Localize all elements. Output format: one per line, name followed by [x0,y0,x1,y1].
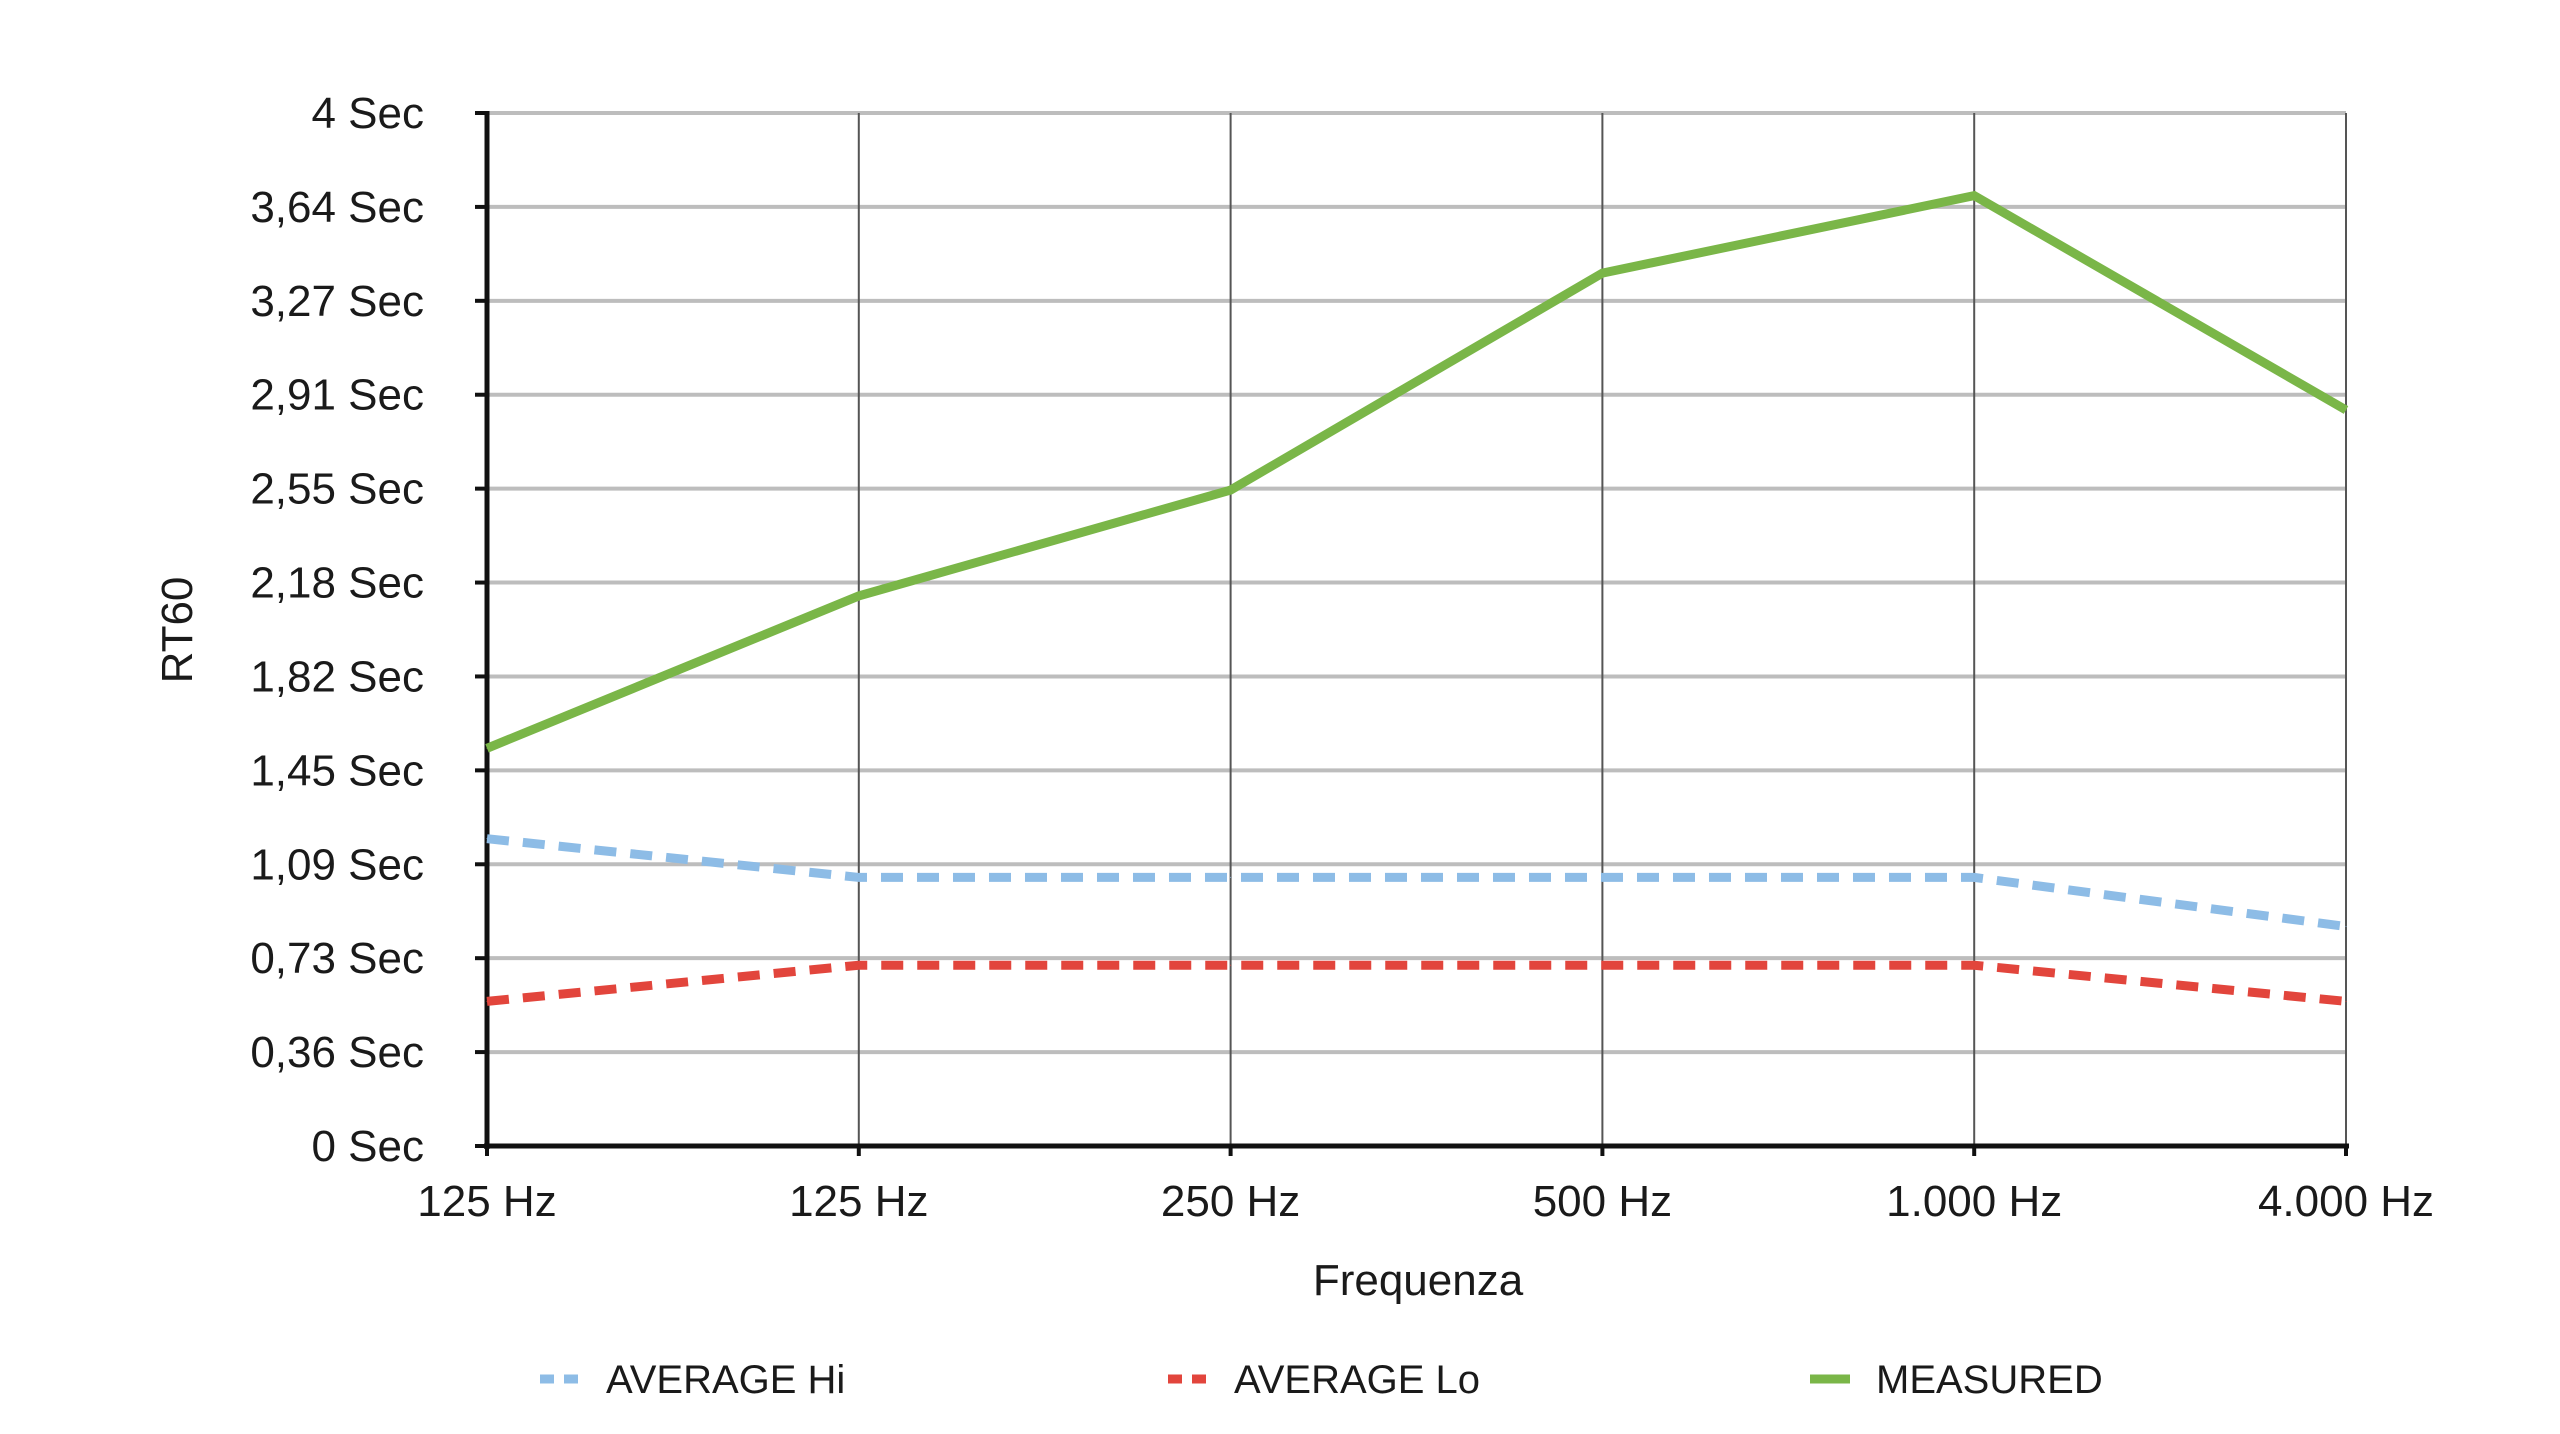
y-tick-label: 1,45 Sec [250,746,424,795]
y-tick-label: 0 Sec [311,1122,424,1171]
y-tick-labels: 0 Sec 0,36 Sec 0,73 Sec 1,09 Sec 1,45 Sec 1,8… [250,89,424,1171]
legend-label: AVERAGE Lo [1234,1358,1480,1402]
x-tick-label: 1.000 Hz [1886,1177,2062,1226]
data-point-measured [1230,489,1232,491]
y-tick-label: 0,36 Sec [250,1028,424,1077]
data-point-measured [486,747,488,749]
x-tick-label: 125 Hz [789,1177,928,1226]
x-tick-label: 4.000 Hz [2258,1177,2434,1226]
legend: AVERAGE Hi AVERAGE Lo MEASURED [540,1358,2103,1402]
data-point-average-lo [858,964,860,966]
series-line-average-lo [486,960,2347,1006]
data-point-average-hi [2345,925,2347,927]
series-line-measured [485,190,2349,753]
data-point-average-hi [1230,876,1232,878]
series-lines [485,190,2349,1006]
y-tick-label: 2,91 Sec [250,371,424,420]
y-tick-label: 3,64 Sec [250,183,424,232]
y-tick-label: 2,18 Sec [250,559,424,608]
x-tick-label: 125 Hz [417,1177,556,1226]
y-tick-label: 1,82 Sec [250,652,424,701]
data-point-measured [2345,409,2347,411]
data-point-average-hi [1601,876,1603,878]
legend-label: AVERAGE Hi [606,1358,845,1402]
data-point-average-lo [1973,964,1975,966]
y-tick-label: 0,73 Sec [250,934,424,983]
legend-label: MEASURED [1876,1358,2103,1402]
data-point-average-lo [2345,1000,2347,1002]
y-tick-label: 2,55 Sec [250,465,424,514]
data-point-average-lo [486,1000,488,1002]
data-point-average-lo [1230,964,1232,966]
data-point-measured [1973,195,1975,197]
data-point-measured [1601,272,1603,274]
series-line-average-hi [486,834,2347,931]
data-point-measured [858,595,860,597]
x-tick-label: 500 Hz [1533,1177,1672,1226]
y-tick-label: 4 Sec [311,89,424,138]
data-point-average-lo [1601,964,1603,966]
data-point-average-hi [1973,876,1975,878]
x-tick-label: 250 Hz [1161,1177,1300,1226]
y-tick-label: 1,09 Sec [250,840,424,889]
y-axis-title: RT60 [153,577,202,684]
y-tick-label: 3,27 Sec [250,277,424,326]
data-point-average-hi [486,838,488,840]
grid [487,111,2347,1146]
x-tick-labels: 125 Hz 125 Hz 250 Hz 500 Hz 1.000 Hz 4.000 Hz [417,1177,2434,1226]
data-point-average-hi [858,876,860,878]
x-axis-title: Frequenza [1313,1256,1524,1305]
axes [475,111,2349,1156]
